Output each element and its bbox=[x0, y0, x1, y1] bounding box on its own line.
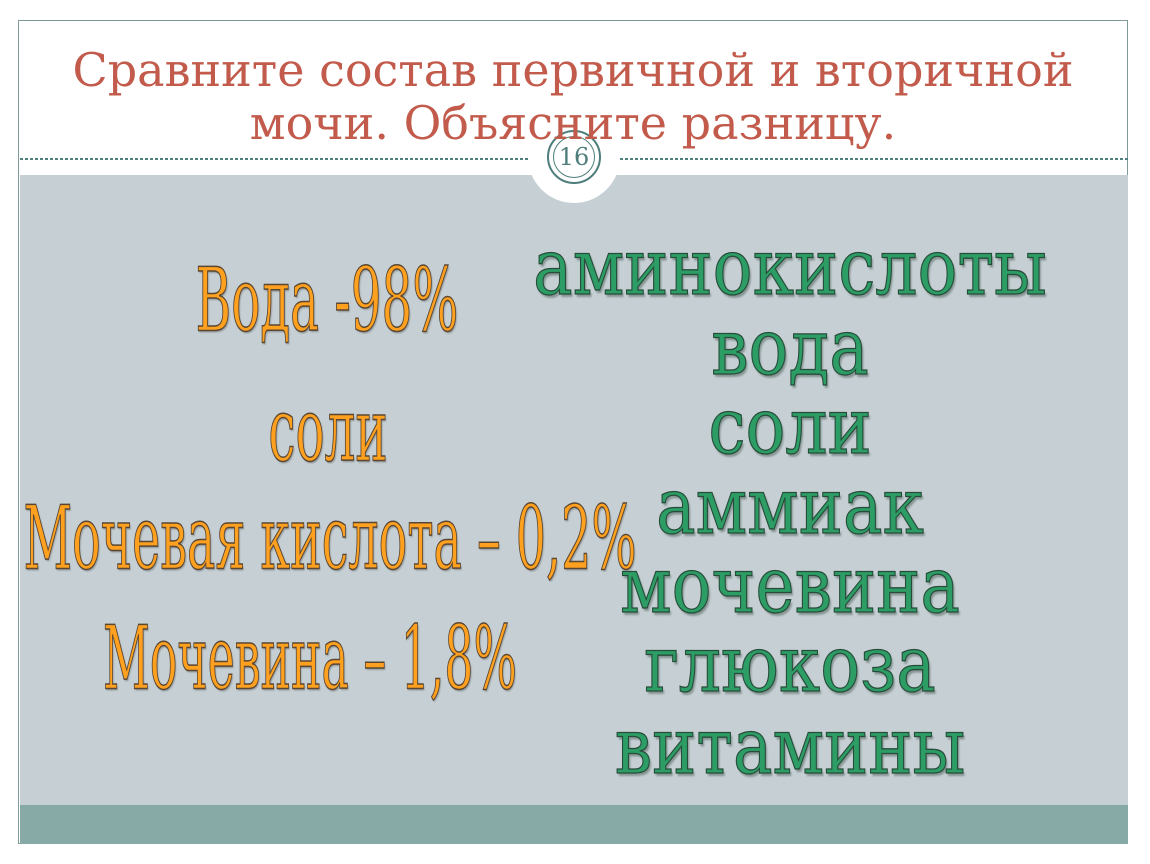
list-item: соли bbox=[268, 378, 388, 483]
list-item: аминокислоты bbox=[533, 222, 1048, 313]
page-number: 16 bbox=[553, 136, 595, 178]
list-item: соли bbox=[708, 381, 872, 472]
content-background bbox=[20, 175, 1128, 805]
page-number-badge: 16 bbox=[547, 130, 601, 184]
list-item: витамины bbox=[614, 701, 966, 792]
slide-title-line2: мочи. Объясните разницу. bbox=[249, 96, 897, 150]
list-item: глюкоза bbox=[644, 619, 937, 710]
list-item: Мочевая кислота – 0,2% bbox=[23, 486, 637, 591]
list-item: Мочевина – 1,8% bbox=[102, 606, 518, 711]
bottom-accent-band bbox=[20, 805, 1128, 844]
list-item: Вода -98% bbox=[195, 248, 459, 353]
list-item: аммиак bbox=[656, 461, 925, 552]
list-item: вода bbox=[711, 302, 870, 393]
slide-title-line1: Сравните состав первичной и вторичной bbox=[72, 43, 1074, 97]
list-item: мочевина bbox=[620, 540, 961, 631]
slide-title: Сравните состав первичной и вторичной мо… bbox=[18, 44, 1128, 150]
